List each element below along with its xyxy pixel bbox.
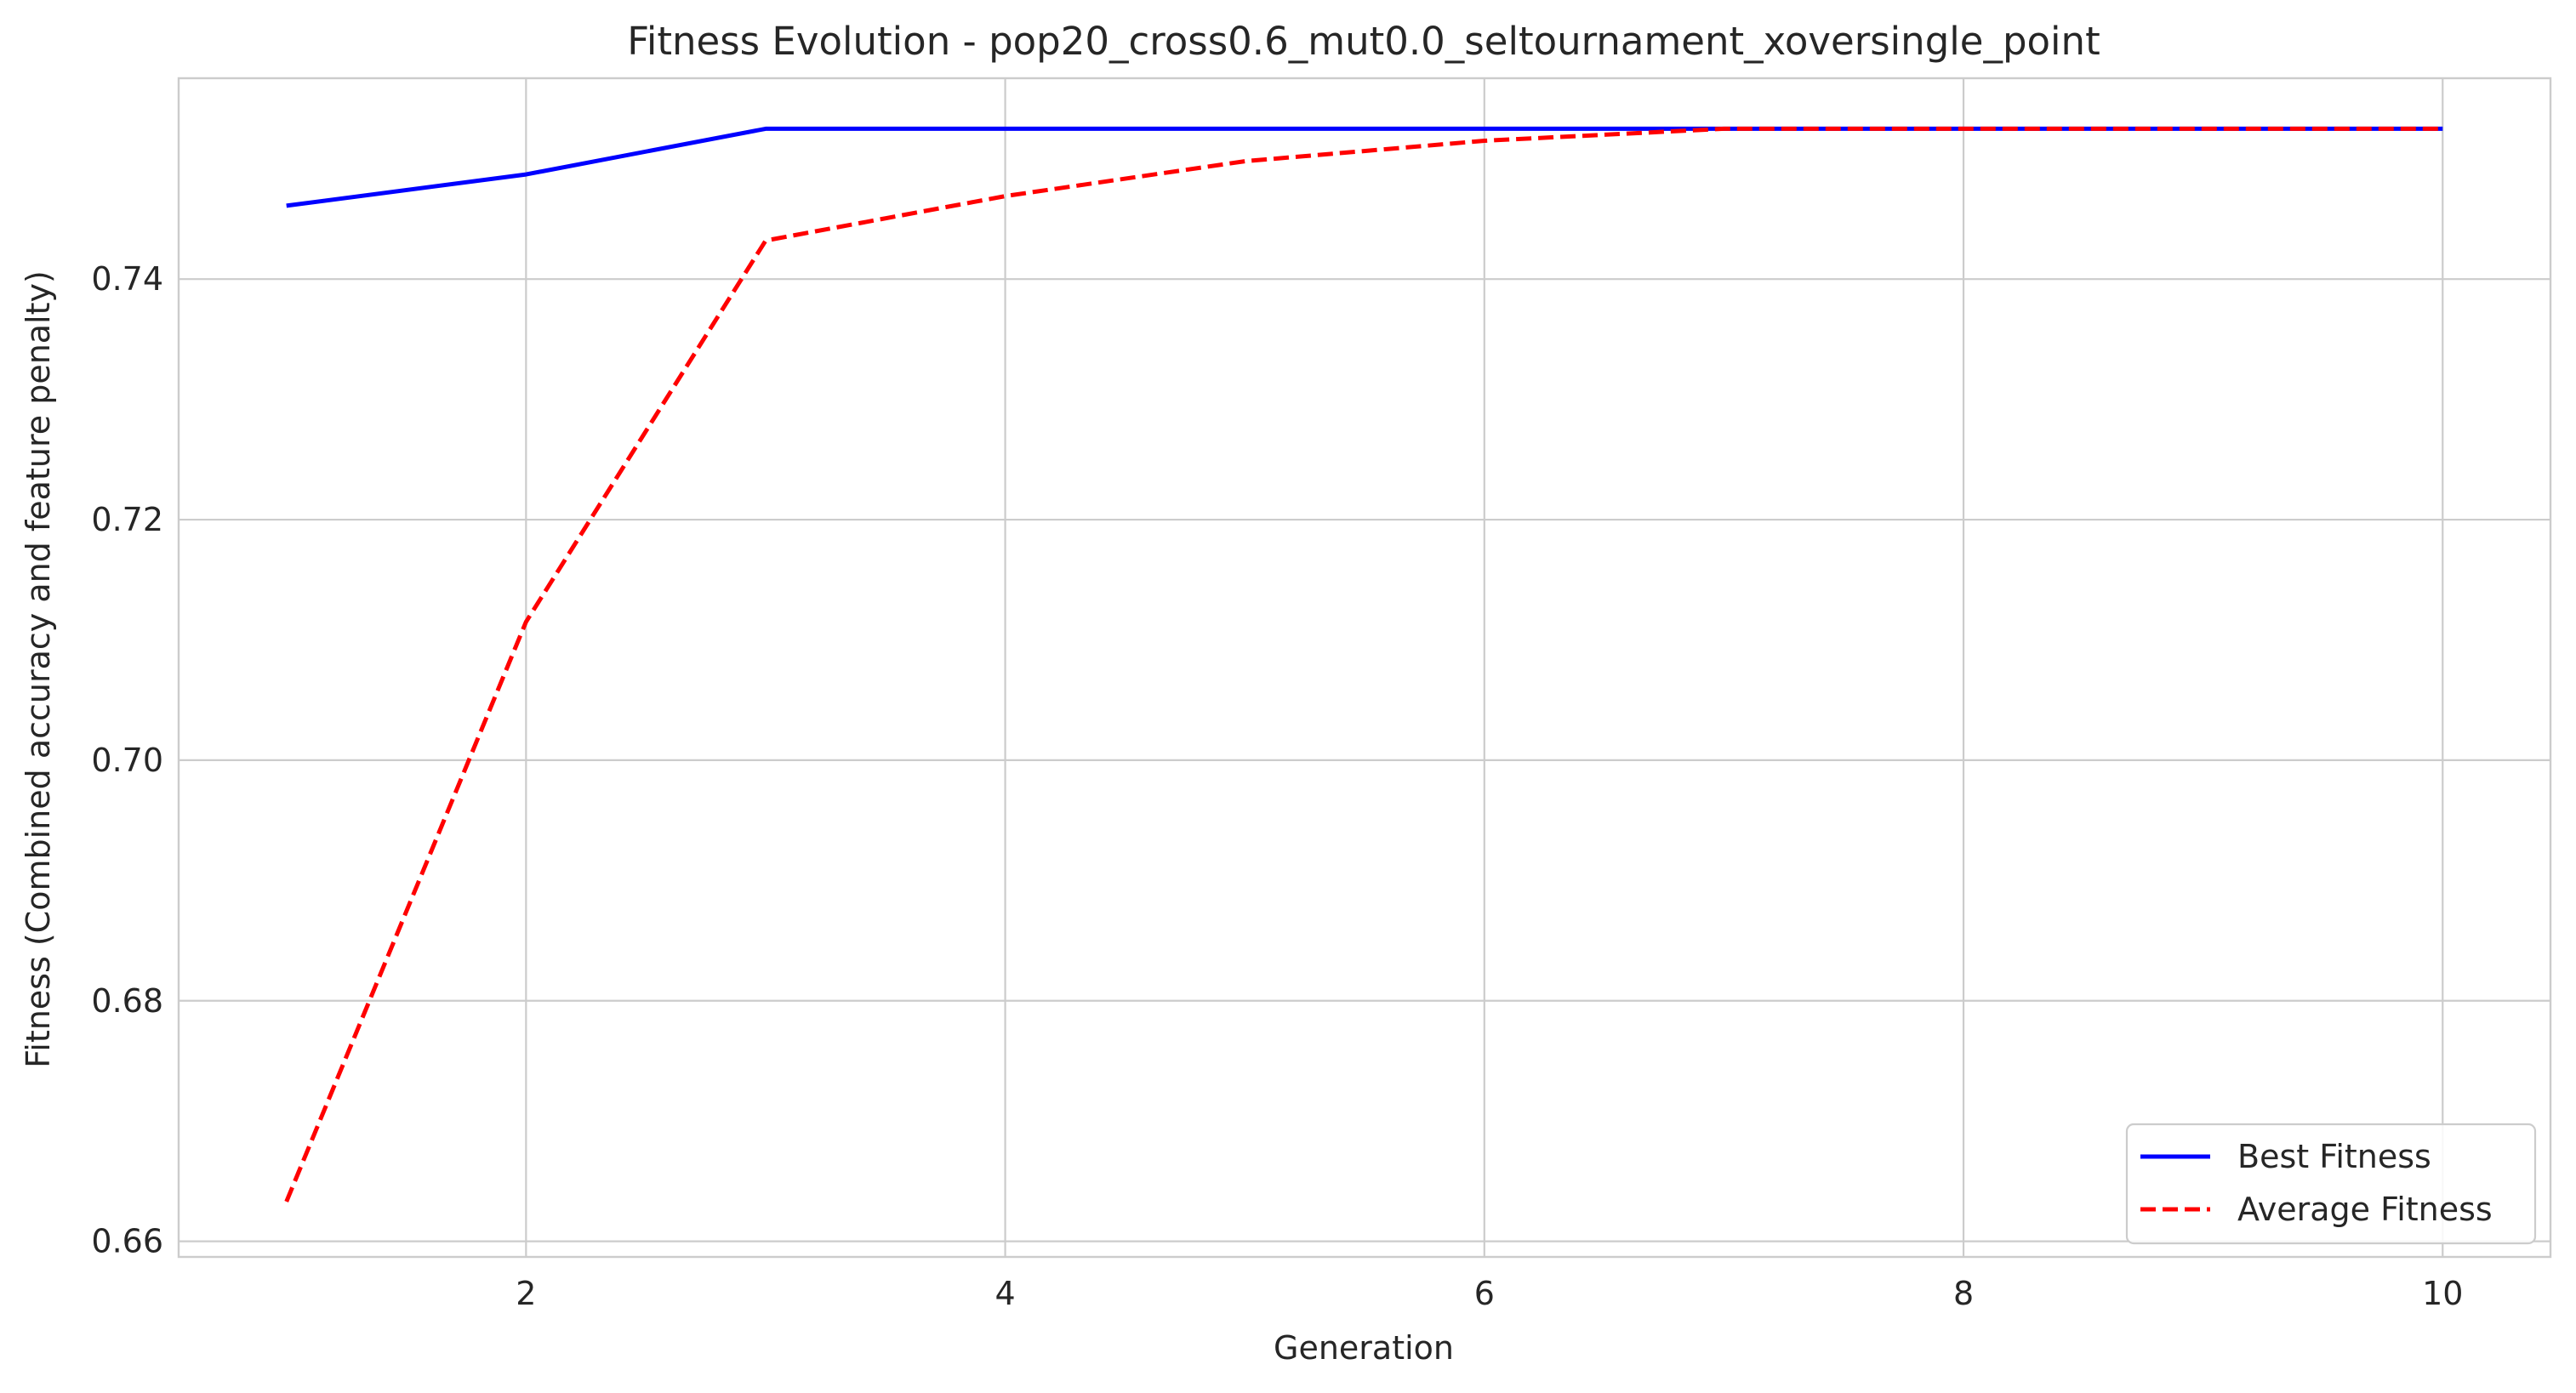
x-tick-label: 2 xyxy=(516,1275,536,1312)
y-tick-label: 0.74 xyxy=(91,260,163,298)
x-tick-label: 8 xyxy=(1953,1275,1974,1312)
series-line-average-fitness xyxy=(284,126,2443,1203)
legend: Best Fitness Average Fitness xyxy=(2125,1123,2537,1245)
plot-frame xyxy=(177,77,2552,1259)
x-tick-label: 10 xyxy=(2422,1275,2463,1312)
y-tick-label: 0.70 xyxy=(91,742,163,779)
y-tick-label: 0.66 xyxy=(91,1223,163,1260)
chart-title: Fitness Evolution - pop20_cross0.6_mut0.… xyxy=(627,19,2100,64)
y-axis-label: Fitness (Combined accuracy and feature p… xyxy=(20,270,57,1068)
y-tick-label: 0.72 xyxy=(91,501,163,538)
x-axis-label: Generation xyxy=(1274,1329,1454,1367)
x-tick-label: 4 xyxy=(994,1275,1015,1312)
legend-label: Best Fitness xyxy=(2237,1138,2431,1175)
legend-box xyxy=(2125,1123,2537,1245)
legend-label: Average Fitness xyxy=(2237,1191,2493,1228)
y-tick-label: 0.68 xyxy=(91,982,163,1020)
plot-background xyxy=(179,78,2550,1257)
x-tick-label: 6 xyxy=(1474,1275,1495,1312)
plot-area: 2 4 6 8 10 0.66 0.68 0.70 0.72 0.74 xyxy=(91,77,2552,1312)
